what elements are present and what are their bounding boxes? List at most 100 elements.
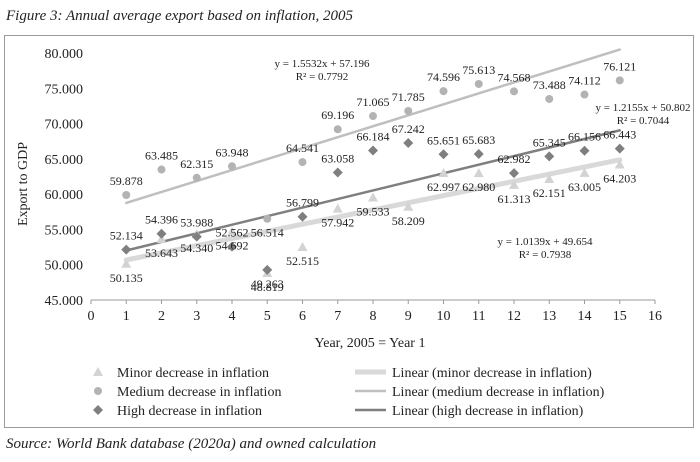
- data-label: 65.683: [462, 133, 495, 147]
- point-diamond: [191, 231, 202, 242]
- x-tick-label: 2: [158, 309, 165, 324]
- point-diamond: [403, 138, 414, 149]
- y-tick-label: 55.000: [45, 223, 84, 238]
- legend-label: High decrease in inflation: [117, 404, 262, 419]
- x-tick-label: 10: [437, 309, 451, 324]
- trend-r2: R² = 0.7792: [296, 71, 349, 83]
- point-diamond: [156, 228, 167, 239]
- point-triangle: [438, 167, 449, 177]
- axes: 0 1 2 3 4 5 6 7 8 9 10 11 12 13 14 15 1645.00050.00055.0…: [45, 47, 663, 324]
- x-tick-label: 0: [88, 309, 95, 324]
- point-diamond: [227, 241, 237, 252]
- legend: Minor decrease in inflation Medium decrea…: [93, 366, 605, 419]
- point-circle: [192, 173, 201, 182]
- data-label: 53.643: [145, 246, 178, 260]
- y-tick-label: 45.000: [45, 294, 84, 309]
- data-label: 63.005: [568, 180, 601, 194]
- point-circle: [263, 214, 272, 223]
- data-label: 56.514: [251, 226, 284, 240]
- data-label: 52.134: [110, 229, 143, 243]
- data-label: 62.982: [498, 152, 531, 166]
- data-label: 74.568: [498, 70, 531, 84]
- data-label: 66.184: [357, 130, 390, 144]
- data-label: 50.135: [110, 271, 143, 285]
- legend-label: Linear (minor decrease in inflation): [392, 366, 592, 381]
- data-label: 75.613: [462, 63, 495, 77]
- point-circle: [228, 162, 236, 171]
- x-tick-label: 7: [334, 309, 341, 324]
- data-points: [121, 76, 625, 278]
- point-diamond: [473, 149, 484, 160]
- point-diamond: [121, 244, 132, 255]
- data-label: 71.785: [392, 90, 425, 104]
- legend-label: Medium decrease in inflation: [117, 385, 281, 400]
- data-label: 59.533: [357, 204, 390, 218]
- data-label: 61.313: [498, 192, 531, 206]
- trend-r2: R² = 0.7938: [519, 249, 572, 261]
- point-triangle: [332, 203, 343, 213]
- point-triangle: [403, 201, 414, 211]
- point-triangle: [227, 226, 237, 236]
- legend-label: Linear (medium decrease in inflation): [392, 385, 605, 400]
- x-tick-label: 14: [578, 309, 592, 324]
- y-tick-label: 65.000: [45, 153, 84, 168]
- point-triangle: [544, 173, 555, 183]
- x-tick-label: 1: [123, 309, 130, 324]
- point-triangle: [121, 258, 132, 268]
- data-label: 65.345: [533, 135, 566, 149]
- point-circle: [298, 158, 307, 167]
- point-triangle: [473, 168, 484, 178]
- point-circle: [615, 76, 624, 85]
- point-circle: [580, 90, 589, 99]
- y-tick-label: 70.000: [45, 118, 84, 133]
- y-tick-label: 60.000: [45, 188, 84, 203]
- chart-frame: [4, 35, 694, 428]
- trendline-1: [123, 157, 623, 263]
- x-tick-label: 6: [299, 309, 306, 324]
- x-tick-label: 9: [405, 309, 412, 324]
- data-label: 74.596: [427, 70, 460, 84]
- x-tick-label: 16: [648, 309, 662, 324]
- data-label: 63.948: [216, 145, 249, 159]
- point-diamond: [509, 168, 519, 179]
- data-label: 65.651: [427, 133, 460, 147]
- data-label: 62.980: [462, 180, 495, 194]
- point-diamond: [544, 151, 555, 162]
- data-label: 64.203: [603, 171, 636, 185]
- legend-marker-diamond: [93, 405, 103, 415]
- point-diamond: [579, 145, 590, 156]
- data-label: 59.878: [110, 174, 143, 188]
- data-label: 63.058: [321, 152, 354, 166]
- x-tick-label: 3: [193, 309, 200, 324]
- point-circle: [404, 106, 413, 115]
- y-tick-label: 80.000: [45, 47, 84, 62]
- data-label: 52.562: [216, 226, 249, 240]
- x-tick-label: 4: [229, 309, 236, 324]
- x-axis-title: Year, 2005 = Year 1: [315, 336, 426, 351]
- data-label: 73.488: [533, 78, 566, 92]
- data-label: 66.156: [568, 130, 601, 144]
- x-tick-label: 15: [613, 309, 627, 324]
- trend-equation: y = 1.5532x + 57.196: [275, 58, 370, 70]
- data-label: 64.541: [286, 141, 319, 155]
- point-circle: [369, 112, 377, 121]
- point-triangle: [368, 192, 378, 202]
- data-label: 54.396: [145, 213, 178, 227]
- data-label: 66.443: [603, 128, 636, 142]
- legend-label: Linear (high decrease in inflation): [392, 404, 584, 419]
- data-label: 71.065: [357, 95, 390, 109]
- data-label: 63.485: [145, 149, 178, 163]
- data-label: 58.209: [392, 214, 425, 228]
- data-label: 54.340: [180, 241, 213, 255]
- point-circle: [122, 191, 131, 200]
- point-diamond: [438, 149, 449, 160]
- figure-title: Figure 3: Annual average export based on…: [6, 8, 354, 24]
- data-label: 52.515: [286, 254, 319, 268]
- x-tick-label: 12: [507, 309, 521, 324]
- x-tick-label: 11: [472, 309, 485, 324]
- point-diamond: [614, 143, 625, 154]
- y-tick-label: 50.000: [45, 259, 84, 274]
